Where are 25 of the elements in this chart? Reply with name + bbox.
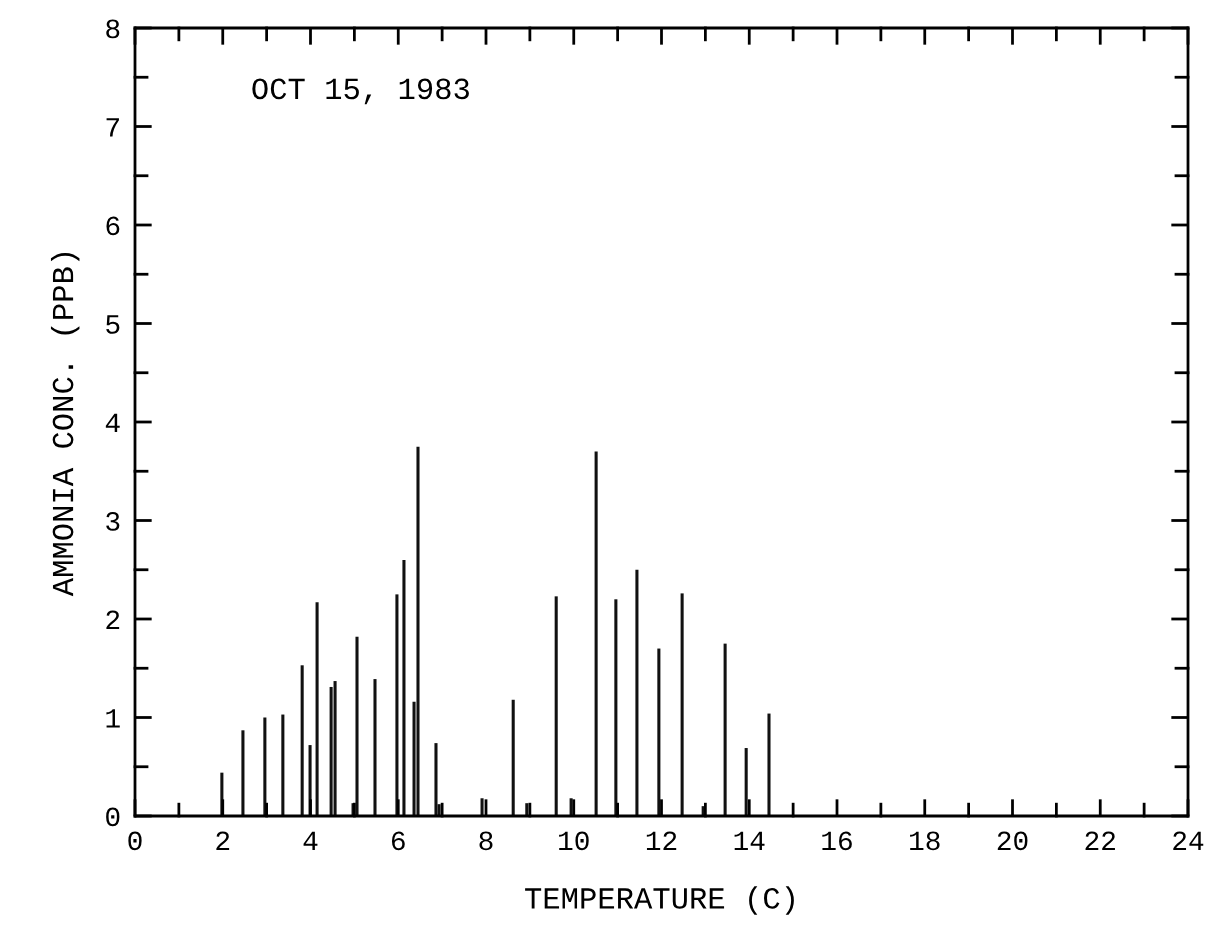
x-tick-label: 16 xyxy=(822,831,852,851)
y-axis-title: AMMONIA CONC. (PPB) xyxy=(50,252,80,597)
y-tick-label: 1 xyxy=(106,709,120,728)
y-tick-label: 5 xyxy=(106,315,120,334)
x-tick-label: 6 xyxy=(391,831,405,851)
x-tick-label: 14 xyxy=(734,831,765,851)
x-axis-title: TEMPERATURE (C) xyxy=(525,886,794,915)
y-tick-label: 4 xyxy=(105,413,120,433)
x-tick-label: 20 xyxy=(997,831,1028,851)
x-tick-label: 24 xyxy=(1173,831,1204,851)
y-tick-label: 8 xyxy=(106,19,120,39)
y-tick-label: 2 xyxy=(106,610,120,630)
x-tick-label: 12 xyxy=(646,831,677,851)
x-tick-label: 10 xyxy=(559,831,589,851)
y-tick-label: 3 xyxy=(106,511,120,531)
x-tick-label: 8 xyxy=(479,831,493,851)
x-tick-label: 4 xyxy=(303,831,318,851)
x-tick-label: 22 xyxy=(1085,831,1115,851)
y-tick-label: 7 xyxy=(106,118,119,137)
x-tick-label: 0 xyxy=(128,831,142,851)
x-tick-label: 18 xyxy=(910,831,940,851)
y-tick-label: 0 xyxy=(106,807,120,827)
y-tick-label: 6 xyxy=(106,216,120,236)
annotation: OCT 15, 1983 xyxy=(252,78,469,105)
x-tick-label: 2 xyxy=(216,831,230,851)
